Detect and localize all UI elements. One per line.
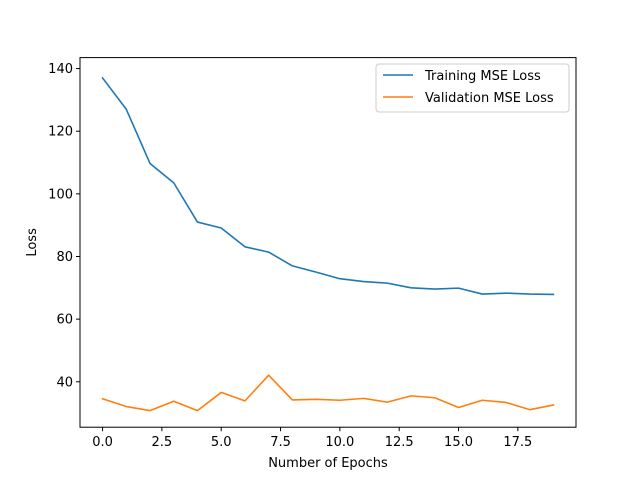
x-tick-label: 17.5: [503, 435, 532, 450]
y-tick-label: 140: [48, 62, 73, 77]
y-tick-label: 100: [48, 187, 73, 202]
x-axis-ticks: 0.0 2.5 5.0 7.5 10.0 12.5 15.0 17.5: [92, 427, 532, 450]
series-line-training: [101, 76, 555, 296]
legend-label-validation: Validation MSE Loss: [425, 91, 554, 106]
x-tick-label: 7.5: [270, 435, 291, 450]
x-tick-label: 2.5: [152, 435, 173, 450]
x-tick-label: 15.0: [444, 435, 473, 450]
y-tick-label: 40: [56, 375, 73, 390]
y-tick-label: 80: [56, 250, 73, 265]
legend-box: [375, 63, 570, 113]
x-tick-label: 10.0: [325, 435, 354, 450]
axes-frame: [79, 57, 577, 428]
series-line-validation: [101, 374, 555, 412]
y-axis-ticks: 40 60 80 100 120 140: [48, 62, 80, 390]
y-tick-label: 60: [56, 313, 73, 328]
x-tick-label: 12.5: [385, 435, 414, 450]
legend: Training MSE Loss Validation MSE Loss: [375, 63, 570, 113]
x-tick-label: 5.0: [211, 435, 232, 450]
x-axis-label: Number of Epochs: [268, 456, 388, 471]
x-tick-label: 0.0: [92, 435, 113, 450]
legend-label-training: Training MSE Loss: [424, 69, 541, 84]
plot-area: [101, 76, 555, 412]
y-axis-label: Loss: [25, 228, 40, 257]
y-tick-label: 120: [48, 125, 73, 140]
